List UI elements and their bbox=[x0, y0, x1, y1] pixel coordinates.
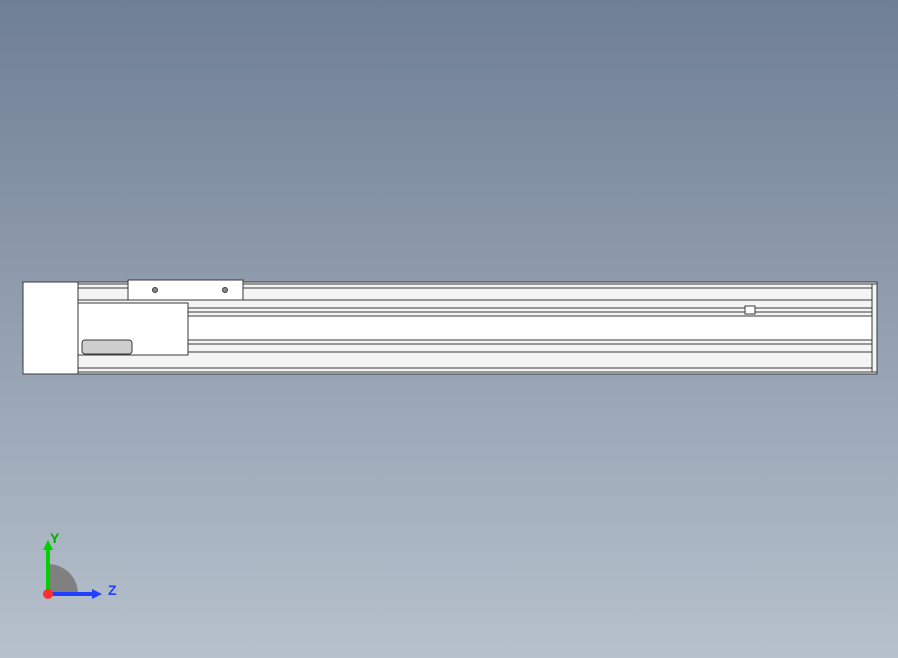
viewport-background bbox=[0, 0, 898, 658]
orientation-triad[interactable] bbox=[28, 534, 108, 614]
axis-label-z: Z bbox=[108, 582, 117, 598]
cad-viewport[interactable]: Y Z bbox=[0, 0, 898, 658]
axis-label-y: Y bbox=[50, 530, 59, 546]
